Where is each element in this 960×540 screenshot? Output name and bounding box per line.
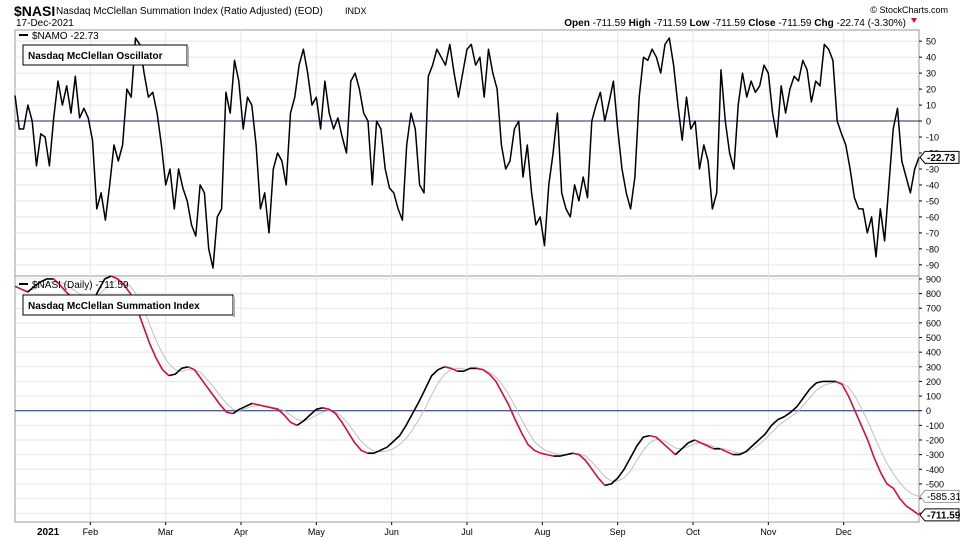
summation-series-segment: [835, 380, 920, 516]
chart-description: Nasdaq McClellan Summation Index (Ratio …: [56, 6, 323, 17]
summation-series-segment: [168, 366, 189, 377]
summation-series-segment: [733, 380, 836, 456]
summation-series-segment: [110, 275, 170, 377]
oscillator-y-tick-label: 20: [926, 85, 936, 95]
summation-series-segment: [296, 407, 323, 427]
summation-y-tick-label: 200: [926, 377, 941, 387]
oscillator-y-tick-label: -50: [926, 196, 939, 206]
year-label: 2021: [37, 527, 60, 538]
oscillator-y-tick-label: 0: [926, 117, 931, 127]
summation-y-tick-label: 700: [926, 304, 941, 314]
summation-y-tick-label: 400: [926, 348, 941, 358]
svg-text:-585.31: -585.31: [927, 492, 960, 503]
chart-date: 17-Dec-2021: [16, 18, 74, 29]
oscillator-last-value-flag: -22.73: [919, 150, 960, 164]
summation-series-segment: [252, 402, 298, 427]
x-tick-label: May: [308, 527, 326, 537]
x-tick-label: Feb: [83, 527, 99, 537]
svg-text:-22.73: -22.73: [927, 153, 956, 164]
summation-series-segment: [572, 452, 606, 486]
oscillator-y-tick-label: 40: [926, 53, 936, 63]
oscillator-y-tick-label: -90: [926, 260, 939, 270]
summation-ma-value-flag: -585.31: [919, 489, 960, 503]
oscillator-y-tick-label: -40: [926, 180, 939, 190]
oscillator-legend: $NAMO -22.73: [32, 31, 99, 42]
x-tick-label: Oct: [686, 527, 701, 537]
summation-y-tick-label: -200: [926, 436, 944, 446]
summation-legend: $NASI (Daily) -711.59: [32, 280, 129, 291]
stockcharts-brand: © StockCharts.com: [870, 5, 948, 15]
summation-series-segment: [674, 439, 695, 456]
summation-series-segment: [367, 366, 445, 454]
oscillator-y-tick-label: -60: [926, 212, 939, 222]
x-tick-label: Aug: [534, 527, 550, 537]
summation-series-segment: [232, 402, 253, 415]
summation-y-tick-label: -100: [926, 421, 944, 431]
summation-series-segment: [719, 448, 734, 456]
svg-text:-711.59: -711.59: [927, 510, 960, 521]
oscillator-title: Nasdaq McClellan Oscillator: [28, 51, 163, 62]
summation-y-tick-label: 900: [926, 274, 941, 284]
summation-y-tick-label: 300: [926, 362, 941, 372]
summation-series-segment: [322, 407, 368, 454]
x-tick-label: Sep: [610, 527, 626, 537]
x-tick-label: Mar: [158, 527, 174, 537]
summation-series-segment: [187, 366, 234, 415]
x-tick-label: Jun: [384, 527, 399, 537]
symbol: $NASI: [14, 3, 55, 19]
summation-series-segment: [694, 439, 715, 450]
summation-series-segment: [604, 434, 650, 487]
oscillator-y-tick-label: 50: [926, 37, 936, 47]
oscillator-y-tick-label: 30: [926, 69, 936, 79]
summation-y-tick-label: 0: [926, 406, 931, 416]
oscillator-y-tick-label: -80: [926, 244, 939, 254]
exchange: INDX: [345, 6, 367, 16]
summation-y-tick-label: -400: [926, 465, 944, 475]
summation-y-tick-label: 600: [926, 318, 941, 328]
oscillator-y-tick-label: -30: [926, 164, 939, 174]
x-tick-label: Dec: [836, 527, 853, 537]
summation-last-value-flag: -711.59: [919, 508, 960, 521]
summation-y-tick-label: 100: [926, 392, 941, 402]
summation-series-segment: [649, 434, 676, 456]
summation-title: Nasdaq McClellan Summation Index: [28, 301, 200, 312]
x-tick-label: Apr: [234, 527, 248, 537]
summation-series-segment: [27, 278, 54, 293]
oscillator-y-tick-label: -70: [926, 228, 939, 238]
summation-series-segment: [14, 285, 29, 293]
oscillator-y-tick-label: 10: [926, 101, 936, 111]
down-arrow-icon: [911, 18, 917, 23]
oscillator-y-tick-label: -10: [926, 133, 939, 143]
oscillator-series-line: [14, 37, 920, 269]
x-tick-label: Nov: [760, 527, 777, 537]
summation-series-segment: [444, 366, 458, 372]
summation-series-segment: [553, 452, 573, 457]
quote-bar: Open -711.59 High -711.59 Low -711.59 Cl…: [564, 18, 906, 29]
summation-series-segment: [476, 367, 554, 457]
x-tick-label: Jul: [461, 527, 473, 537]
summation-y-tick-label: -500: [926, 479, 944, 489]
summation-y-tick-label: 800: [926, 289, 941, 299]
summation-series-segment: [457, 367, 477, 372]
summation-y-tick-label: -300: [926, 450, 944, 460]
summation-y-tick-label: 500: [926, 333, 941, 343]
